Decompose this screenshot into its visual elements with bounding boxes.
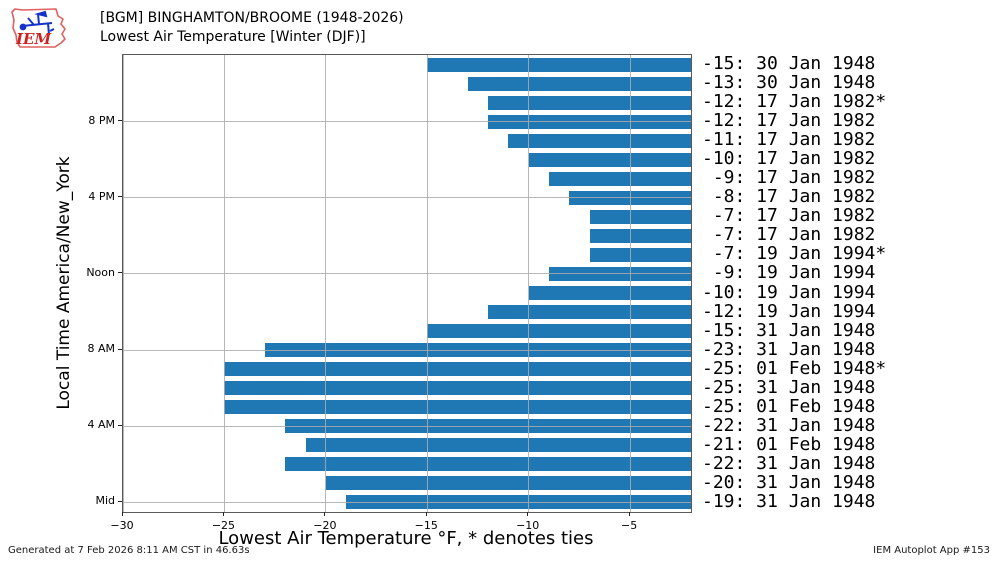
bar-annotation: -25: 01 Feb 1948*	[702, 357, 887, 379]
x-tick-label: −25	[211, 519, 236, 532]
horizontal-gridline	[123, 425, 691, 427]
weather-station-icon	[19, 10, 55, 36]
bar-annotation: -10: 17 Jan 1982	[702, 148, 876, 170]
vertical-gridline	[528, 55, 530, 512]
bar-hour-9	[427, 324, 691, 339]
generated-timestamp: Generated at 7 Feb 2026 8:11 AM CST in 4…	[8, 545, 250, 556]
bar-annotation: -22: 31 Jan 1948	[702, 414, 876, 436]
bar-annotation: -13: 30 Jan 1948	[702, 72, 876, 94]
x-tick-mark	[628, 512, 630, 516]
y-tick-label: 4 PM	[88, 189, 115, 203]
app-credit: IEM Autoplot App #153	[873, 545, 990, 556]
bar-hour-21	[488, 95, 691, 110]
bar-annotation: -9: 17 Jan 1982	[702, 167, 876, 189]
x-tick-label: −5	[621, 519, 638, 532]
y-tick-mark	[118, 500, 122, 502]
vertical-gridline	[122, 55, 124, 512]
bar-hour-22	[467, 76, 691, 91]
bar-annotation: -12: 17 Jan 1982*	[702, 91, 887, 113]
bar-annotation: -19: 31 Jan 1948	[702, 490, 876, 512]
horizontal-gridline	[123, 121, 691, 123]
y-tick-mark	[118, 120, 122, 122]
x-tick-label: −15	[414, 519, 438, 532]
bar-annotation: -12: 17 Jan 1982	[702, 110, 876, 132]
bar-annotation: -10: 19 Jan 1994	[702, 281, 876, 303]
bar-hour-7	[224, 362, 691, 377]
bar-annotation: -21: 01 Feb 1948	[702, 433, 876, 455]
bar-annotation: -8: 17 Jan 1982	[702, 186, 876, 208]
x-tick-mark	[222, 512, 224, 516]
x-axis-label: Lowest Air Temperature °F, * denotes tie…	[218, 528, 594, 549]
bar-hour-10	[488, 305, 691, 320]
vertical-gridline	[426, 55, 428, 512]
bar-annotation: -25: 01 Feb 1948	[702, 395, 876, 417]
title-block: [BGM] BINGHAMTON/BROOME (1948-2026) Lowe…	[100, 9, 404, 47]
bar-hour-17	[549, 171, 691, 186]
y-tick-mark	[118, 196, 122, 198]
x-tick-label: −20	[313, 519, 337, 532]
plot-area	[122, 54, 692, 513]
bar-annotation: -11: 17 Jan 1982	[702, 129, 876, 151]
bar-hour-18	[528, 152, 691, 167]
horizontal-gridline	[123, 349, 691, 351]
bar-annotation: -9: 19 Jan 1994	[702, 262, 876, 284]
y-tick-label: 8 PM	[88, 113, 115, 127]
iowa-outline-icon	[11, 8, 66, 48]
figure-subtitle: Lowest Air Temperature [Winter (DJF)]	[100, 29, 366, 45]
x-tick-mark	[324, 512, 326, 516]
horizontal-gridline	[123, 273, 691, 275]
x-tick-label: −30	[110, 519, 134, 532]
bar-hour-14	[589, 228, 691, 243]
bar-hour-1	[325, 476, 691, 491]
bar-annotation: -15: 31 Jan 1948	[702, 319, 876, 341]
bar-hour-15	[589, 209, 691, 224]
bar-annotation: -12: 19 Jan 1994	[702, 300, 876, 322]
vertical-gridline	[325, 55, 327, 512]
horizontal-gridline	[123, 197, 691, 199]
y-axis-label: Local Time America/New_York	[54, 156, 74, 410]
bar-hour-11	[528, 286, 691, 301]
figure-title: [BGM] BINGHAMTON/BROOME (1948-2026)	[100, 10, 404, 26]
bar-hour-19	[508, 133, 691, 148]
bar-annotation: -7: 17 Jan 1982	[702, 205, 876, 227]
y-tick-label: Mid	[95, 494, 115, 508]
y-tick-label: Noon	[86, 265, 115, 279]
x-tick-label: −10	[516, 519, 540, 532]
logo-text: IEM	[15, 30, 51, 48]
x-tick-mark	[121, 512, 123, 516]
bar-annotation: -7: 17 Jan 1982	[702, 224, 876, 246]
vertical-gridline	[223, 55, 225, 512]
y-tick-label: 8 AM	[87, 342, 115, 356]
bar-hour-13	[589, 247, 691, 262]
x-tick-mark	[527, 512, 529, 516]
y-tick-label: 4 AM	[87, 418, 115, 432]
vertical-gridline	[629, 55, 631, 512]
bar-annotation: -20: 31 Jan 1948	[702, 471, 876, 493]
bar-annotation: -7: 19 Jan 1994*	[702, 243, 887, 265]
bar-annotation: -15: 30 Jan 1948	[702, 53, 876, 75]
bar-hour-2	[285, 457, 691, 472]
y-tick-mark	[118, 424, 122, 426]
bar-annotation: -25: 31 Jan 1948	[702, 376, 876, 398]
bar-hour-6	[224, 381, 691, 396]
bar-hour-23	[427, 57, 691, 72]
bar-hour-5	[224, 400, 691, 415]
bar-hour-3	[305, 438, 691, 453]
bar-annotation: -23: 31 Jan 1948	[702, 338, 876, 360]
horizontal-gridline	[123, 501, 691, 503]
y-tick-mark	[118, 348, 122, 350]
bar-annotation: -22: 31 Jan 1948	[702, 452, 876, 474]
iem-logo: IEM	[11, 8, 66, 48]
x-tick-mark	[425, 512, 427, 516]
y-tick-mark	[118, 272, 122, 274]
